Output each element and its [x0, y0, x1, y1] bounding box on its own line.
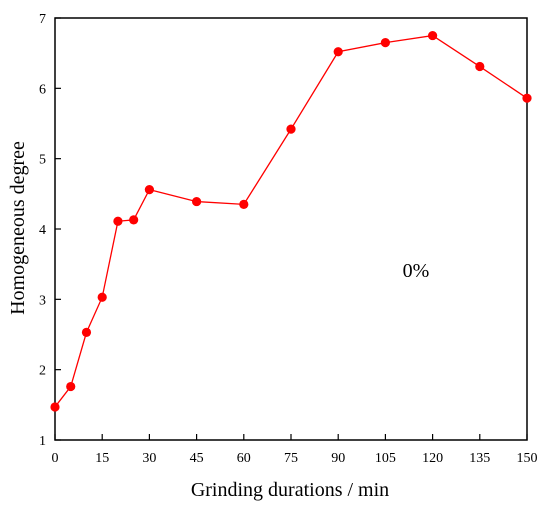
data-point [113, 216, 123, 226]
x-tick-label: 60 [237, 451, 251, 466]
data-point [97, 292, 107, 302]
data-point [333, 47, 343, 57]
y-tick-label: 1 [39, 434, 46, 449]
series-line [54, 34, 528, 408]
y-tick-label: 6 [39, 82, 46, 97]
x-tick-label: 15 [95, 451, 109, 466]
x-tick-label: 105 [375, 451, 396, 466]
data-point [144, 185, 154, 195]
data-point [522, 93, 532, 103]
x-axis-label: Grinding durations / min [191, 479, 389, 501]
y-tick-label: 5 [39, 153, 46, 168]
y-tick-label: 4 [39, 223, 46, 238]
data-point [475, 61, 485, 72]
x-tick-label: 75 [284, 451, 298, 466]
data-point [50, 402, 60, 412]
y-tick-label: 3 [39, 293, 46, 308]
plot-frame [54, 17, 528, 441]
y-tick-label: 2 [39, 364, 46, 379]
data-point [239, 199, 249, 209]
data-point [81, 327, 92, 337]
y-axis-label: Homogeneous degree [7, 141, 29, 315]
annotation-label: 0% [403, 260, 430, 282]
x-tick-label: 90 [331, 451, 345, 466]
data-point [428, 30, 438, 41]
data-point [66, 381, 76, 392]
data-point [380, 38, 390, 48]
x-tick-label: 0 [52, 451, 59, 466]
data-point [129, 215, 139, 225]
y-tick-label: 7 [39, 12, 46, 27]
data-point [192, 196, 202, 207]
data-point [286, 124, 296, 134]
x-tick-label: 135 [469, 451, 490, 466]
series-group [50, 30, 532, 412]
x-tick-label: 45 [190, 451, 204, 466]
x-tick-label: 150 [517, 451, 538, 466]
x-tick-label: 120 [422, 451, 443, 466]
x-tick-label: 30 [142, 451, 156, 466]
axes [54, 17, 528, 441]
